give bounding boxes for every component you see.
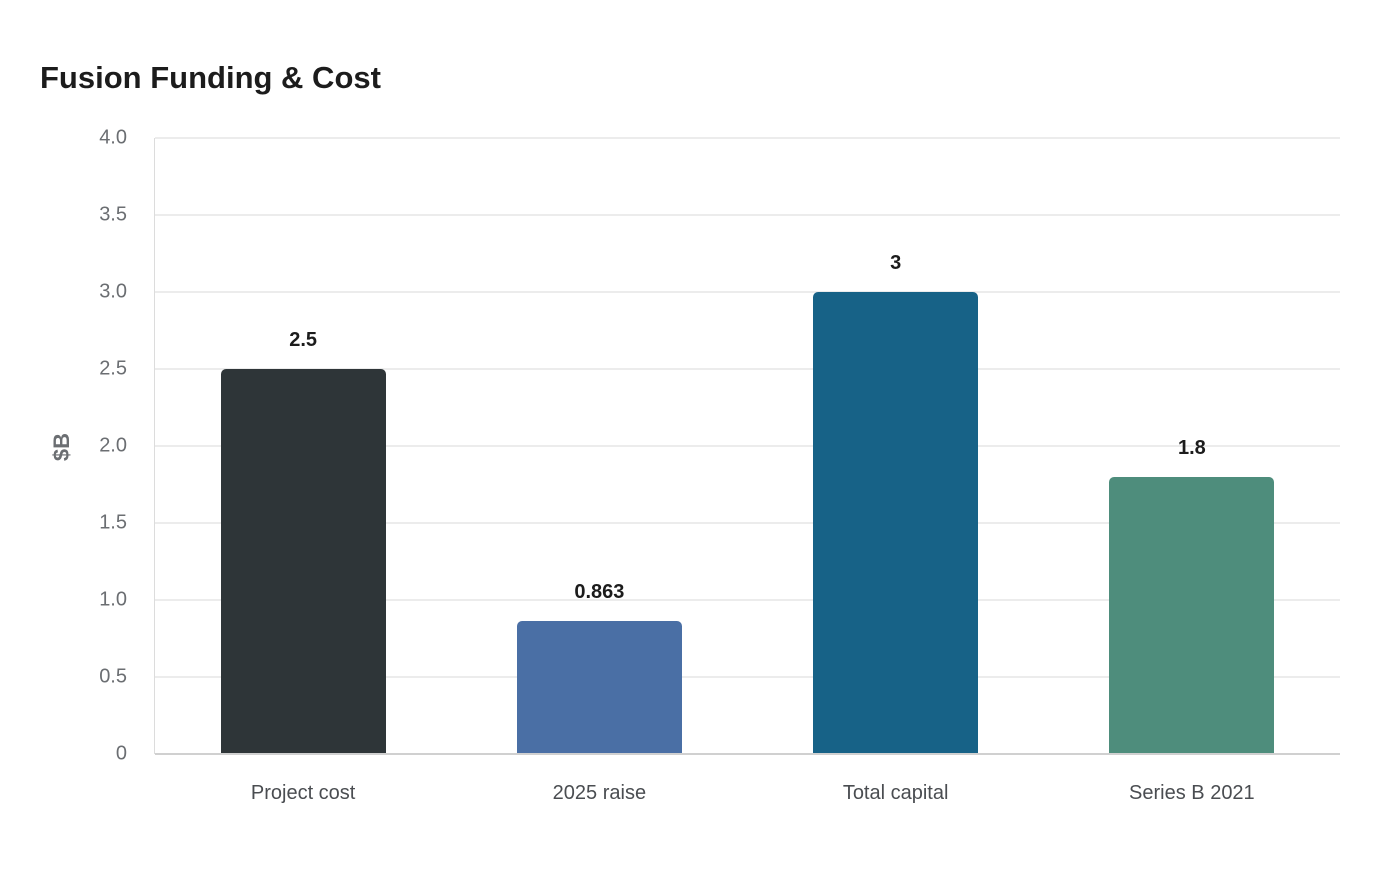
y-tick-label: 0 — [115, 742, 127, 765]
value-label: 3 — [890, 252, 902, 274]
y-tick-label: 3.0 — [99, 280, 127, 303]
y-tick-label: 1.5 — [99, 511, 127, 534]
value-label: 1.8 — [1177, 436, 1206, 459]
gridline — [155, 214, 1340, 216]
chart-title: Fusion Funding & Cost — [40, 60, 381, 95]
bar-series-b-2021[interactable] — [1109, 476, 1275, 754]
gridline — [155, 368, 1340, 370]
value-label: 0.863 — [574, 581, 625, 604]
x-tick-label: Series B 2021 — [1129, 782, 1255, 804]
y-tick-label: 2.0 — [99, 434, 127, 457]
y-tick-label: 2.5 — [99, 357, 127, 380]
y-tick-label: 1.0 — [99, 588, 127, 611]
bar-total-capital[interactable] — [813, 292, 979, 754]
y-tick-label: 3.5 — [99, 203, 127, 226]
y-tick-label: 4.0 — [99, 126, 127, 149]
gridline — [155, 291, 1340, 293]
x-tick-label: Project cost — [250, 782, 356, 804]
x-tick-label: Total capital — [842, 782, 949, 804]
bar-project-cost[interactable] — [220, 369, 386, 754]
gridline — [155, 676, 1340, 678]
value-label: 2.5 — [289, 329, 318, 351]
plot-area — [155, 137, 1340, 754]
x-axis-line — [155, 753, 1340, 755]
x-tick-label: 2025 raise — [552, 782, 647, 804]
gridline — [155, 137, 1340, 139]
gridline — [155, 445, 1340, 447]
gridline — [155, 599, 1340, 601]
gridline — [155, 522, 1340, 524]
y-axis-line — [154, 138, 155, 754]
y-tick-label: 0.5 — [99, 665, 127, 688]
bar-2025-raise[interactable] — [516, 621, 682, 754]
